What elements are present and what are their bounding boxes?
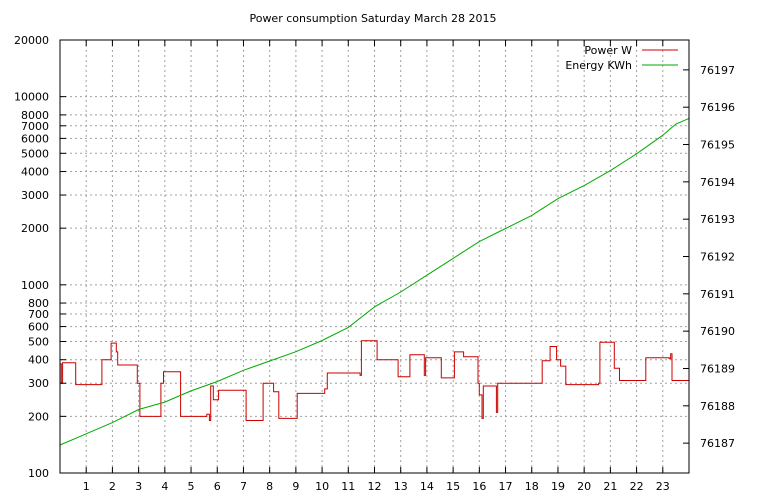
y-right-tick-label: 76190	[700, 325, 735, 338]
x-tick-label: 2	[109, 480, 116, 493]
x-tick-label: 12	[368, 480, 382, 493]
y-right-tick-label: 76193	[700, 213, 735, 226]
x-tick-label: 7	[240, 480, 247, 493]
legend-label-power-w: Power W	[584, 44, 632, 57]
y-right-tick-label: 76192	[700, 251, 735, 264]
grid-lines	[60, 40, 689, 473]
x-tick-label: 3	[135, 480, 142, 493]
y-right-tick-label: 76194	[700, 176, 735, 189]
y-left-tick-label: 800	[28, 297, 49, 310]
y-left-tick-label: 6000	[21, 132, 49, 145]
x-tick-label: 4	[161, 480, 168, 493]
legend-label-energy-kwh: Energy KWh	[565, 59, 632, 72]
x-tick-label: 18	[525, 480, 539, 493]
x-tick-label: 6	[214, 480, 221, 493]
y-right-tick-label: 76189	[700, 362, 735, 375]
x-tick-label: 14	[420, 480, 434, 493]
x-tick-label: 23	[656, 480, 670, 493]
x-tick-label: 21	[603, 480, 617, 493]
y-right-tick-label: 76196	[700, 101, 735, 114]
x-tick-label: 8	[266, 480, 273, 493]
x-tick-label: 19	[551, 480, 565, 493]
x-tick-label: 16	[472, 480, 486, 493]
y-left-tick-label: 100	[28, 467, 49, 480]
y-left-tick-label: 700	[28, 308, 49, 321]
y-left-tick-label: 200	[28, 410, 49, 423]
y-right-tick-label: 76195	[700, 139, 735, 152]
y-left-tick-label: 1000	[21, 279, 49, 292]
y-left-tick-label: 20000	[14, 34, 49, 47]
x-tick-label: 20	[577, 480, 591, 493]
x-tick-label: 13	[394, 480, 408, 493]
y-left-tick-label: 600	[28, 321, 49, 334]
y-axis-right: 76187 76188 76189 76190 76191 76192 76193 76194…	[683, 64, 735, 450]
x-tick-label: 15	[446, 480, 460, 493]
y-right-tick-label: 76187	[700, 437, 735, 450]
series-line-power-w	[60, 340, 689, 421]
chart-title: Power consumption Saturday March 28 2015	[249, 12, 496, 25]
y-left-tick-label: 5000	[21, 147, 49, 160]
y-left-tick-label: 300	[28, 377, 49, 390]
x-tick-label: 17	[499, 480, 513, 493]
y-right-tick-label: 76188	[700, 400, 735, 413]
y-left-tick-label: 3000	[21, 189, 49, 202]
y-left-tick-label: 10000	[14, 91, 49, 104]
y-right-tick-label: 76191	[700, 288, 735, 301]
x-tick-label: 9	[292, 480, 299, 493]
y-left-tick-label: 2000	[21, 222, 49, 235]
y-right-tick-label: 76197	[700, 64, 735, 77]
legend: Power W Energy KWh	[565, 44, 678, 72]
series-line-energy-kwh	[59, 117, 690, 446]
y-left-tick-label: 7000	[21, 120, 49, 133]
x-tick-label: 22	[630, 480, 644, 493]
y-left-tick-label: 500	[28, 335, 49, 348]
x-tick-label: 11	[341, 480, 355, 493]
y-left-tick-label: 400	[28, 354, 49, 367]
y-left-tick-label: 4000	[21, 166, 49, 179]
x-tick-label: 10	[315, 480, 329, 493]
y-left-tick-label: 8000	[21, 109, 49, 122]
series-layer	[59, 117, 690, 446]
x-tick-label: 1	[83, 480, 90, 493]
x-axis: 1 2 3 4 5 6 7 8 9 10 11 12 13 14 15 16 17 18 19 20 21 22 23	[83, 40, 670, 493]
x-tick-label: 5	[188, 480, 195, 493]
